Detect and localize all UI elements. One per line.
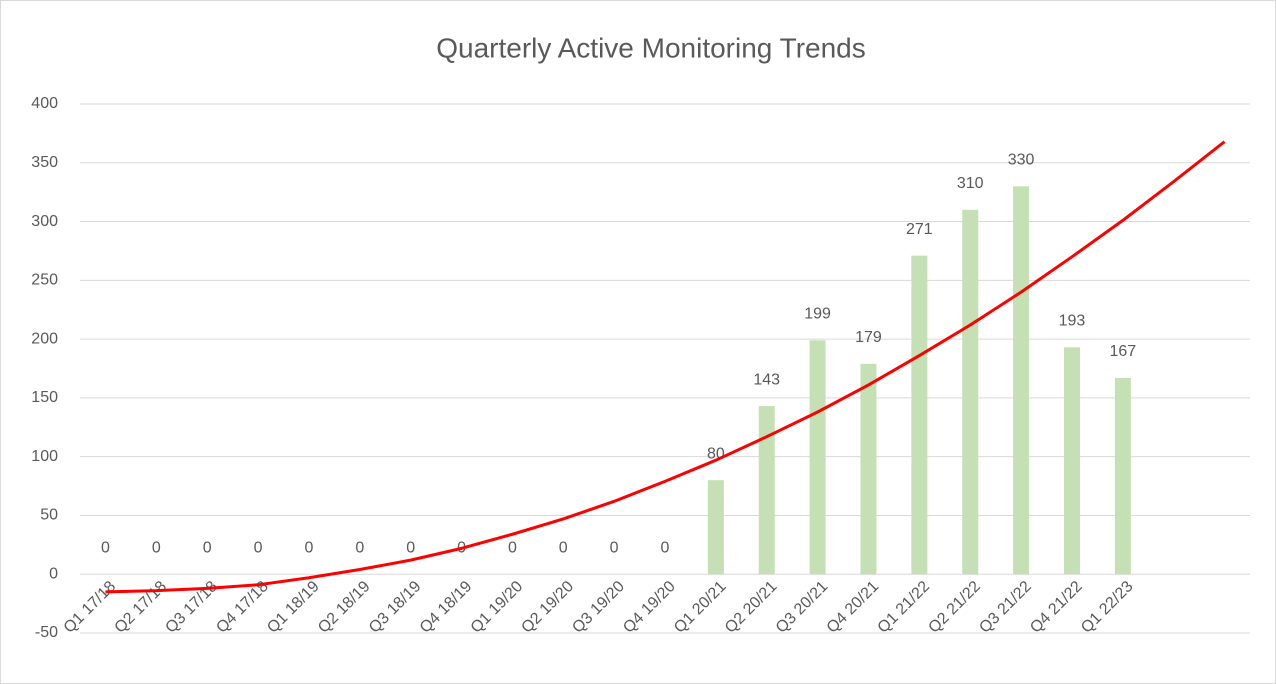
trend-line bbox=[105, 140, 1226, 594]
data-label: 0 bbox=[203, 539, 212, 556]
data-label: 0 bbox=[254, 539, 263, 556]
bar bbox=[809, 340, 826, 575]
bar bbox=[707, 480, 724, 575]
y-tick-label: 150 bbox=[31, 389, 58, 406]
data-label: 0 bbox=[304, 539, 313, 556]
y-tick-label: 250 bbox=[31, 272, 58, 289]
data-label: 0 bbox=[661, 539, 670, 556]
y-tick-label: -50 bbox=[35, 624, 58, 641]
data-label: 330 bbox=[1008, 152, 1035, 169]
data-label: 0 bbox=[152, 539, 161, 556]
chart-title: Quarterly Active Monitoring Trends bbox=[436, 32, 866, 63]
data-label: 0 bbox=[508, 539, 517, 556]
y-tick-label: 400 bbox=[31, 95, 58, 112]
data-label: 0 bbox=[101, 539, 110, 556]
y-tick-label: 200 bbox=[31, 330, 58, 347]
data-label: 143 bbox=[753, 371, 780, 388]
y-tick-label: 350 bbox=[31, 154, 58, 171]
bar bbox=[962, 209, 979, 575]
bar bbox=[758, 406, 775, 575]
y-tick-label: 300 bbox=[31, 213, 58, 230]
y-tick-label: 0 bbox=[49, 565, 58, 582]
data-label: 193 bbox=[1059, 313, 1086, 330]
bar bbox=[860, 363, 877, 575]
data-label: 0 bbox=[610, 539, 619, 556]
bar bbox=[1063, 347, 1080, 575]
bar bbox=[1013, 186, 1030, 575]
data-label: 167 bbox=[1109, 343, 1136, 360]
y-tick-label: 100 bbox=[31, 448, 58, 465]
data-label: 0 bbox=[355, 539, 364, 556]
data-label: 0 bbox=[559, 539, 568, 556]
bar bbox=[1114, 377, 1131, 575]
y-tick-label: 50 bbox=[40, 507, 58, 524]
data-label: 310 bbox=[957, 175, 984, 192]
data-label: 0 bbox=[406, 539, 415, 556]
data-label: 271 bbox=[906, 221, 933, 238]
data-label: 199 bbox=[804, 306, 831, 323]
bar bbox=[911, 255, 928, 575]
data-label: 179 bbox=[855, 329, 882, 346]
